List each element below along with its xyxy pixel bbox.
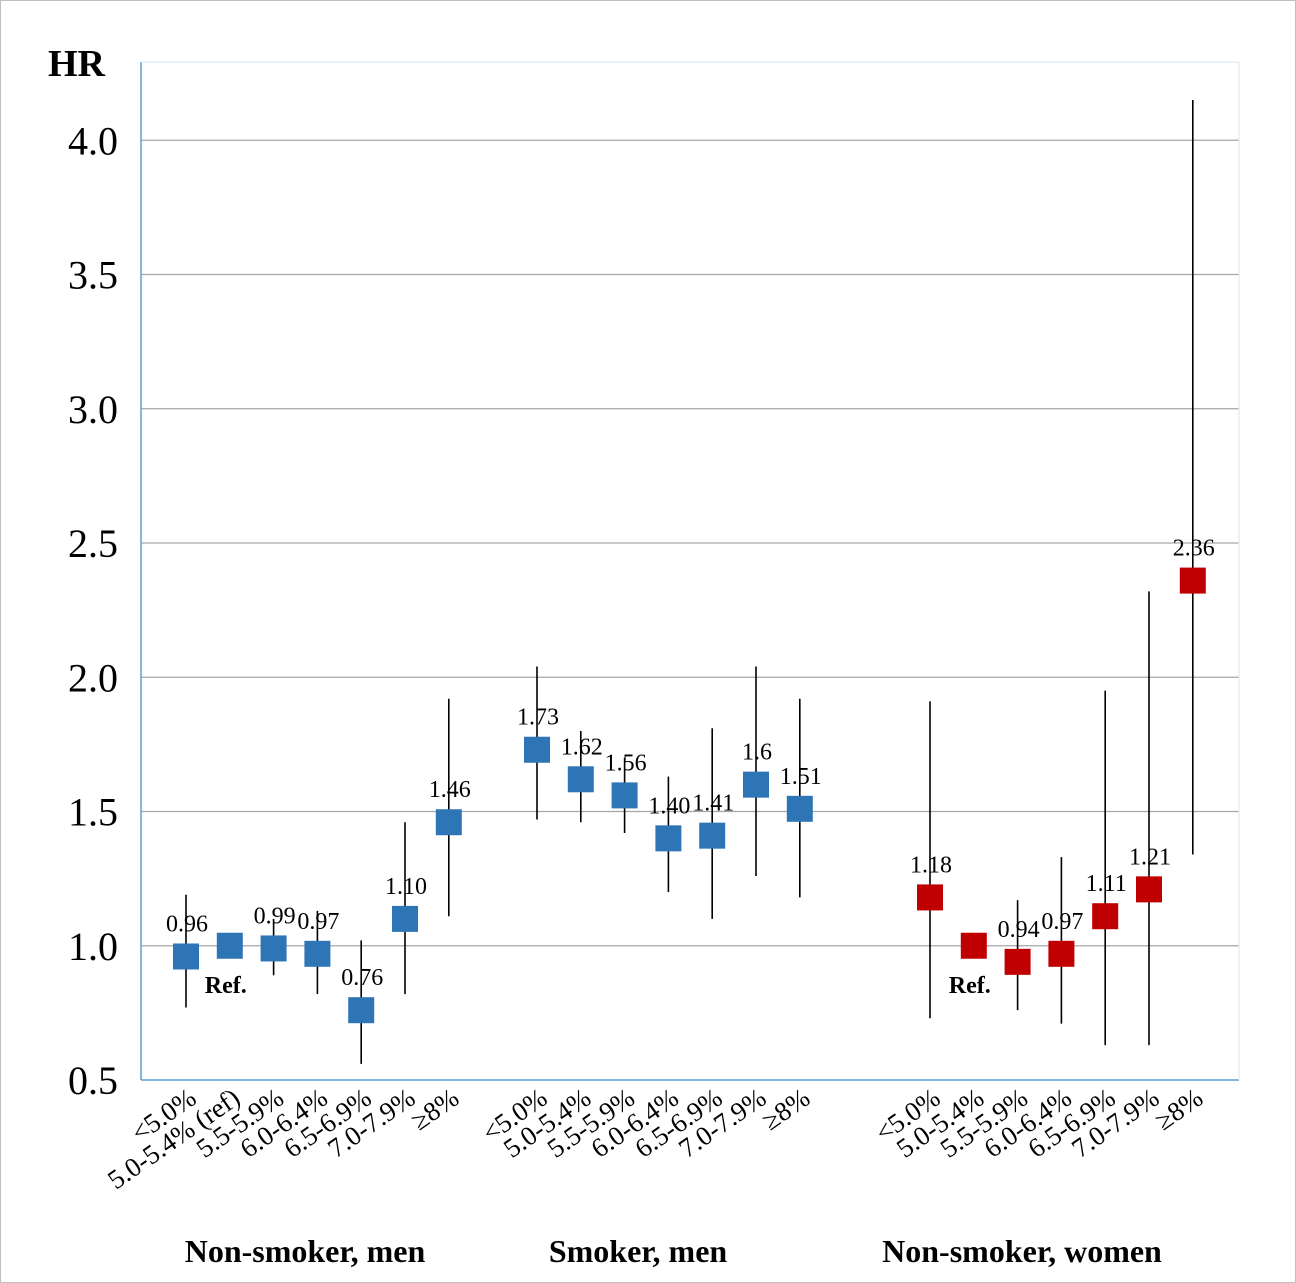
hr-marker [1136,876,1162,903]
data-label: 0.97 [297,909,339,935]
y-tick-label: 1.0 [68,924,118,969]
gridlines [141,139,1239,947]
data-label: 1.56 [605,750,647,776]
y-tick-label: 0.5 [68,1058,118,1103]
hr-marker [1179,567,1206,594]
data-label: 0.97 [1041,909,1083,935]
hr-marker [960,932,987,959]
ref-label: Ref. [949,973,991,999]
data-label: 0.76 [341,965,383,991]
axes [140,61,1240,1081]
hr-marker [524,736,550,763]
data-label: 1.21 [1129,844,1171,870]
group-label: Smoker, men [549,1233,728,1269]
hr-marker [699,822,726,849]
hr-marker [260,935,287,962]
data-label: 2.36 [1173,536,1215,562]
hr-marker [655,825,682,852]
x-tick-labels: <5.0%5.0-5.4% (ref)5.5-5.9%6.0-6.4%6.5-6… [102,1082,1208,1195]
y-tick-label: 2.5 [68,521,118,566]
data-label: 1.10 [385,874,427,900]
y-tick-label: 2.0 [68,655,118,700]
ref-label: Ref. [205,973,247,999]
group-labels: Non-smoker, men Smoker, men Non-smoker, wo… [185,1233,1162,1269]
x-tick-label: ≥8% [756,1082,815,1136]
group-label: Non-smoker, women [882,1233,1162,1269]
y-tick-label: 4.0 [68,118,118,163]
data-label: 1.11 [1086,871,1127,897]
hr-marker [1092,903,1119,930]
y-tick-label: 1.5 [68,790,118,835]
hr-marker [1048,940,1075,967]
y-axis-label: HR [48,43,106,85]
data-label: 1.73 [517,705,559,731]
hr-marker [435,809,462,836]
group-label: Non-smoker, men [185,1233,426,1269]
hr-marker [567,766,594,793]
hr-marker [304,940,331,967]
data-label: 1.41 [692,791,734,817]
y-tick-labels: 0.5 1.0 1.5 2.0 2.5 3.0 3.5 4.0 [68,118,118,1103]
data-label: 0.99 [254,903,296,929]
data-label: 1.62 [561,734,603,760]
data-label: 1.46 [429,777,471,803]
data-label: 1.40 [648,793,690,819]
markers [173,567,1206,1024]
hr-marker [743,771,769,798]
data-label: 1.18 [910,852,952,878]
data-label: 1.51 [780,764,822,790]
hr-marker [173,943,199,970]
hr-marker [786,795,813,822]
hr-marker [216,932,243,959]
hr-marker [917,884,943,911]
data-label: 0.96 [166,911,208,937]
y-tick-label: 3.5 [68,253,118,298]
y-tick-label: 3.0 [68,387,118,432]
hr-marker [611,782,638,809]
x-tick-label: ≥8% [1149,1082,1208,1136]
x-tick-label: ≥8% [405,1082,464,1136]
data-label: 0.94 [998,917,1040,943]
hr-marker [392,905,418,932]
hr-marker [1004,948,1031,975]
hr-marker [348,997,375,1024]
data-label: 1.6 [742,740,772,766]
